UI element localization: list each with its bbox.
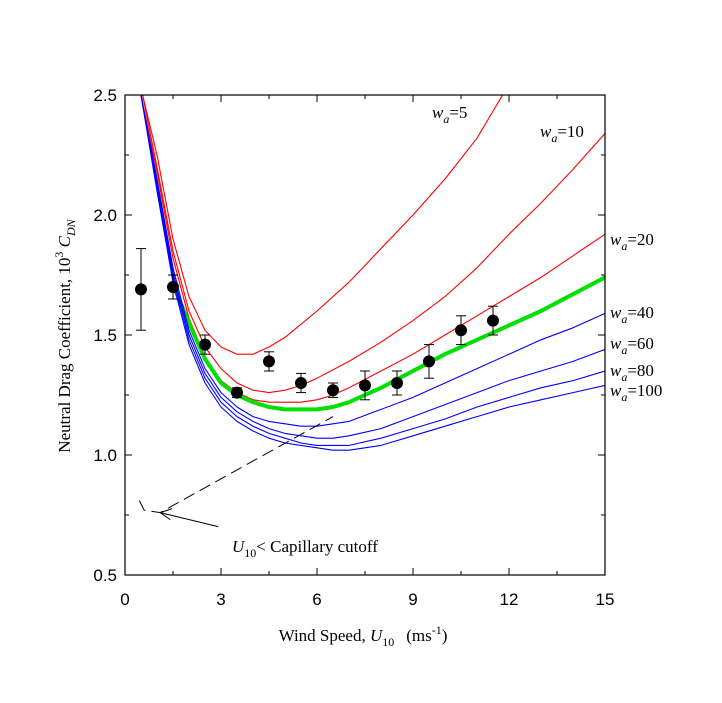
y-axis-title-main: Neutral Drag Coefficient, 10: [55, 258, 74, 453]
y-tick-label: 0.5: [93, 566, 117, 585]
curve-label-var: w: [432, 103, 444, 122]
y-axis-title-exponent: 3: [52, 252, 66, 258]
curve-label-value: =60: [627, 334, 654, 353]
curve-label: wa=5: [432, 103, 467, 126]
data-point: [231, 386, 243, 399]
x-tick-label: 3: [216, 590, 225, 609]
curve-label-value: =100: [627, 381, 662, 400]
x-tick-label: 0: [120, 590, 129, 609]
x-tick-label: 12: [500, 590, 519, 609]
cutoff-arrow-head: [159, 508, 173, 521]
curve-label: wa=60: [610, 334, 654, 357]
x-tick-label: 9: [408, 590, 417, 609]
data-marker: [391, 377, 403, 389]
data-point: [263, 351, 275, 372]
curve-wa-100: [140, 95, 605, 451]
cutoff-annotation-var: U: [232, 537, 246, 556]
curve-wa-60: [140, 95, 605, 439]
curve-label-value: =10: [557, 122, 584, 141]
curve-label-value: =5: [449, 103, 467, 122]
curve-label-value: =20: [627, 230, 654, 249]
curve-wa-10: [142, 95, 605, 394]
curve-label-var: w: [540, 122, 552, 141]
capillary-cutoff-layer: [138, 416, 334, 528]
curve-label-value: =40: [627, 303, 654, 322]
curve-wa-5: [142, 95, 504, 355]
data-marker: [327, 384, 339, 397]
curve-wa-80: [140, 95, 605, 446]
curves-layer: [140, 95, 605, 451]
data-marker: [263, 355, 275, 368]
curve-label-var: w: [610, 303, 622, 322]
data-marker: [231, 386, 243, 399]
data-point: [135, 248, 147, 331]
curve-label: wa=10: [540, 122, 584, 145]
curve-label-sub: a: [621, 343, 627, 357]
capillary-cutoff-line: [138, 416, 334, 514]
data-marker: [135, 283, 147, 296]
data-point: [487, 305, 499, 336]
cutoff-annotation: U10< Capillary cutoff: [232, 537, 378, 560]
x-axis-title-close: ): [442, 626, 448, 645]
y-tick-label: 2.0: [93, 206, 117, 225]
x-axis-title-units: (ms: [406, 626, 432, 645]
curve-label-sub: a: [621, 239, 627, 253]
curve-wa-20: [140, 95, 605, 403]
curve-wa-40: [140, 95, 605, 427]
data-point: [327, 382, 339, 398]
curve-label-sub: a: [621, 390, 627, 404]
x-axis-title-main: Wind Speed,: [279, 626, 370, 645]
cutoff-arrow-shaft: [160, 512, 219, 528]
curve-label-sub: a: [443, 112, 449, 126]
data-point: [391, 370, 403, 396]
data-marker: [487, 314, 499, 327]
curve-label-sub: a: [621, 370, 627, 384]
data-marker: [359, 379, 371, 392]
curve-green: [171, 275, 605, 412]
axis-ticks: 0 3 6 9 12 15 0.5 1.0 1.5 2.0 2.5: [93, 86, 614, 609]
curve-label: wa=40: [610, 303, 654, 326]
x-axis-title-sub: 10: [382, 635, 394, 649]
curve-label: wa=80: [610, 361, 654, 384]
curve-label-value: =80: [627, 361, 654, 380]
y-tick-label: 1.0: [93, 446, 117, 465]
y-axis-title: Neutral Drag Coefficient, 103 CDN: [52, 218, 78, 452]
curve-label: wa=20: [610, 230, 654, 253]
x-tick-label: 15: [596, 590, 615, 609]
curve-label-var: w: [610, 230, 622, 249]
data-marker: [423, 355, 435, 368]
data-marker: [199, 338, 211, 351]
y-tick-label: 1.5: [93, 326, 117, 345]
data-points-layer: [135, 248, 499, 401]
data-point: [423, 344, 435, 379]
cutoff-annotation-text: < Capillary cutoff: [256, 537, 378, 556]
x-axis-title-exponent: -1: [432, 623, 442, 637]
x-tick-label: 6: [312, 590, 321, 609]
data-point: [167, 274, 179, 300]
x-axis-title-var: U: [370, 626, 384, 645]
curve-label-sub: a: [551, 131, 557, 145]
data-point: [455, 315, 467, 346]
curve-label-sub: a: [621, 312, 627, 326]
data-marker: [167, 281, 179, 293]
curve-label-var: w: [610, 361, 622, 380]
plot-frame: [124, 94, 606, 576]
cutoff-annotation-sub: 10: [244, 546, 256, 560]
data-marker: [455, 324, 467, 337]
x-axis-title: Wind Speed, U10 (ms-1): [279, 623, 448, 649]
curve-label-var: w: [610, 381, 622, 400]
curve-label: wa=100: [610, 381, 662, 404]
y-tick-label: 2.5: [93, 86, 117, 105]
y-axis-title-var: C: [55, 235, 74, 251]
curve-labels: wa=5wa=10wa=20wa=40wa=60wa=80wa=100U10< …: [232, 103, 662, 560]
data-point: [295, 372, 307, 394]
curve-label-var: w: [610, 334, 622, 353]
y-axis-title-sub: DN: [64, 218, 78, 237]
data-point: [199, 334, 211, 355]
data-point: [359, 370, 371, 401]
data-marker: [295, 377, 307, 389]
